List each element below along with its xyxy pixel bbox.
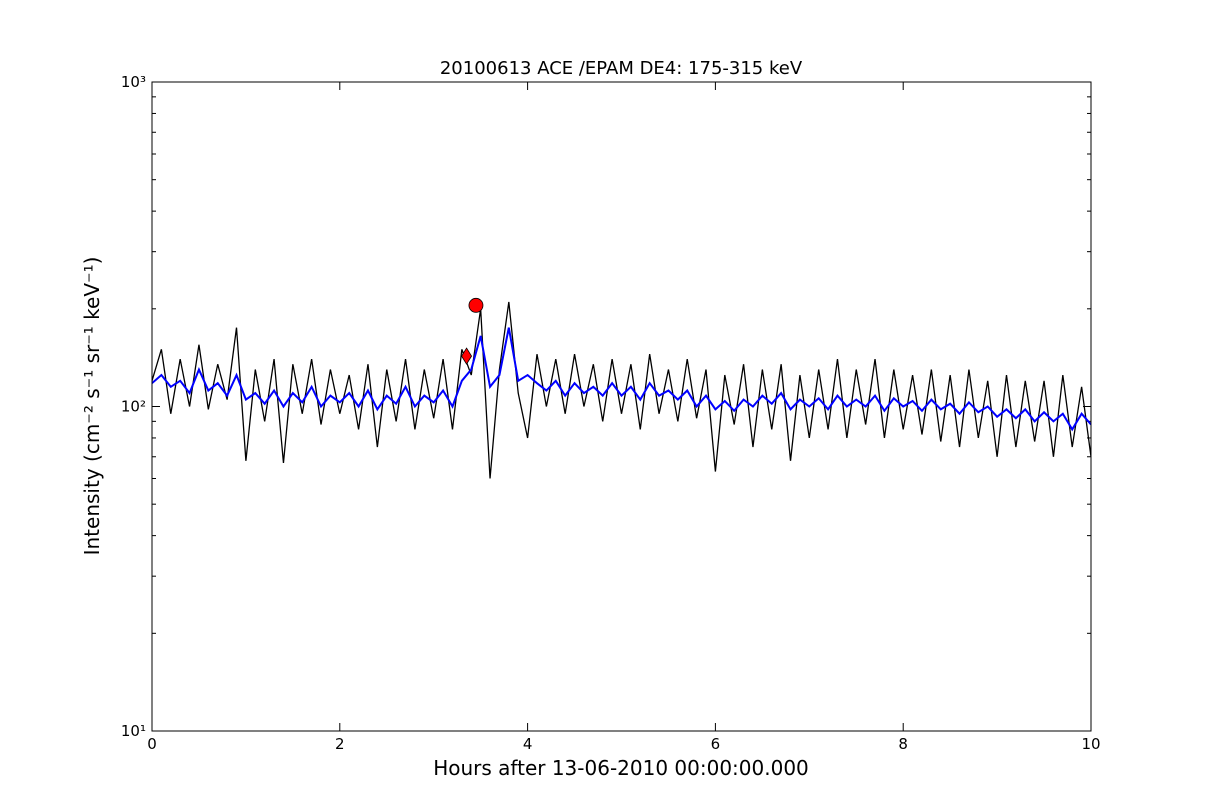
data-line (152, 301, 1091, 479)
chart-title: 20100613 ACE /EPAM DE4: 175-315 keV (440, 58, 803, 79)
x-tick-label: 6 (711, 735, 721, 753)
y-axis-label: Intensity (cm⁻² s⁻¹ sr⁻¹ keV⁻¹) (80, 257, 104, 556)
y-tick-label: 10¹ (121, 722, 146, 740)
x-tick-label: 0 (147, 735, 157, 753)
x-tick-label: 8 (898, 735, 908, 753)
marker-diamond (461, 347, 473, 365)
plot-frame (151, 81, 1092, 732)
y-tick-label: 10³ (121, 73, 146, 91)
marker-circle (468, 297, 484, 313)
data-line (152, 327, 1091, 432)
y-tick-label: 10² (121, 398, 146, 416)
x-axis-label: Hours after 13-06-2010 00:00:00.000 (433, 756, 809, 780)
x-tick-label: 10 (1081, 735, 1100, 753)
x-tick-label: 4 (523, 735, 533, 753)
x-tick-label: 2 (335, 735, 345, 753)
